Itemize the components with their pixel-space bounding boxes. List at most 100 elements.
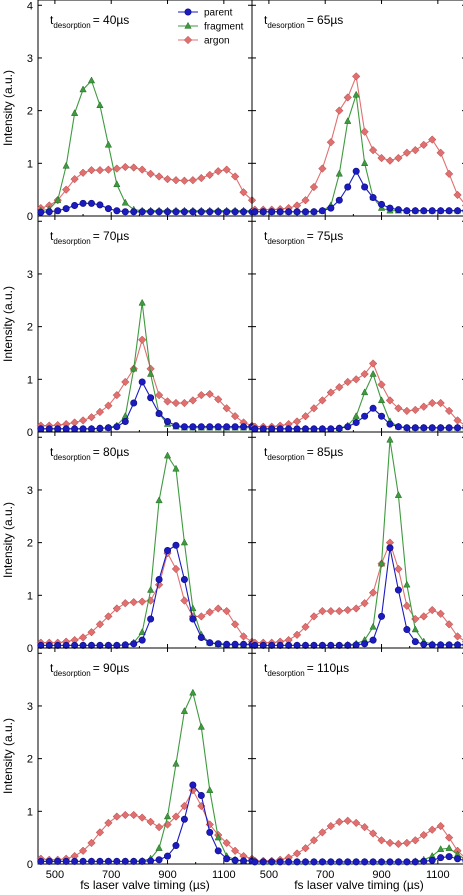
y-tick-label: 0 (27, 427, 33, 439)
y-tick-label: 2 (27, 754, 33, 766)
data-point-parent (197, 792, 205, 800)
data-point-parent (361, 183, 369, 191)
data-point-argon (385, 396, 395, 405)
data-point-parent (251, 858, 259, 866)
data-point-argon (230, 620, 240, 629)
data-point-fragment (394, 491, 403, 498)
data-point-argon (436, 148, 445, 157)
data-point-argon (368, 829, 378, 838)
data-point-argon (104, 612, 113, 621)
x-tick-label: 900 (372, 869, 390, 881)
data-point-parent (214, 847, 222, 855)
data-point-parent (335, 424, 343, 432)
data-point-parent (318, 425, 326, 433)
data-point-parent (155, 410, 163, 418)
y-axis-label: Intensity (a.u.) (1, 718, 15, 794)
data-point-argon (171, 812, 181, 821)
data-point-parent (386, 420, 394, 428)
legend: parent fragment argon (178, 8, 244, 47)
data-point-parent (130, 399, 138, 407)
data-point-fragment (138, 628, 146, 635)
data-point-parent (79, 425, 87, 433)
data-point-parent (268, 641, 276, 649)
data-point-argon (419, 612, 428, 621)
data-point-argon (222, 404, 231, 413)
data-point-parent (206, 639, 214, 647)
data-point-parent (420, 207, 428, 215)
data-point-argon (104, 401, 113, 410)
data-point-parent (428, 424, 436, 432)
data-point-parent (344, 183, 352, 191)
data-point-parent (62, 205, 70, 213)
data-point-fragment (197, 722, 205, 730)
data-point-argon (146, 169, 155, 179)
data-point-parent (180, 208, 188, 216)
panel-frame (251, 215, 463, 433)
data-point-parent (240, 423, 248, 431)
x-tick-label: 500 (260, 869, 278, 881)
data-point-parent (37, 425, 45, 433)
data-point-fragment (411, 625, 419, 633)
data-point-parent (394, 206, 402, 214)
data-point-argon (239, 188, 248, 197)
data-point-parent (54, 641, 62, 649)
data-point-fragment (87, 76, 96, 84)
data-point-parent (121, 208, 129, 216)
x-tick-label: 500 (46, 869, 64, 881)
panel-annotation: tdesorption = 90µs (50, 661, 129, 678)
y-tick-label: 2 (27, 106, 33, 118)
data-point-parent (437, 207, 445, 215)
data-point-fragment (147, 369, 155, 377)
data-point-parent (301, 208, 309, 216)
data-point-argon (121, 599, 130, 608)
data-point-parent (206, 423, 214, 431)
data-point-parent (180, 576, 188, 584)
data-point-argon (402, 406, 412, 416)
panel-8: 500 700 900 1100 tdesorption = 110µs (250, 647, 463, 881)
data-point-parent (155, 856, 163, 864)
data-point-parent (369, 636, 377, 644)
panel-annotation: tdesorption = 80µs (50, 445, 129, 462)
data-point-parent (420, 424, 428, 432)
data-point-argon (318, 828, 327, 837)
data-point-parent (318, 641, 326, 649)
data-point-parent (197, 208, 205, 216)
data-point-argon (301, 196, 310, 205)
data-point-parent (231, 423, 239, 431)
y-tick-label: 3 (27, 269, 33, 281)
data-point-parent (113, 641, 121, 649)
data-point-parent (62, 641, 70, 649)
data-point-argon (436, 609, 445, 618)
data-point-argon (419, 140, 428, 150)
data-point-parent (96, 857, 104, 865)
data-point-argon (78, 168, 88, 177)
data-point-fragment (377, 559, 386, 567)
data-point-argon (428, 605, 437, 615)
data-point-argon (352, 818, 361, 828)
data-point-parent (104, 641, 112, 649)
data-point-parent (138, 857, 146, 865)
data-point-argon (222, 165, 231, 174)
data-point-argon (112, 164, 121, 173)
data-point-parent (197, 423, 205, 431)
data-point-fragment (335, 169, 343, 177)
legend-marker-fragment (184, 21, 192, 29)
data-point-argon (301, 622, 310, 632)
data-point-fragment (180, 707, 189, 714)
data-point-argon (230, 172, 240, 181)
data-point-parent (214, 640, 222, 648)
data-point-parent (180, 423, 188, 431)
data-point-argon (104, 818, 113, 828)
legend-marker-argon (183, 35, 193, 45)
data-point-argon (138, 813, 147, 822)
data-point-argon (360, 599, 369, 608)
data-point-parent (293, 208, 301, 216)
data-point-argon (394, 564, 403, 574)
data-point-parent (197, 633, 205, 641)
data-point-parent (54, 857, 62, 865)
data-point-argon (326, 138, 335, 147)
data-point-argon (62, 185, 71, 194)
data-point-argon (239, 632, 248, 641)
data-point-argon (214, 167, 223, 176)
data-point-parent (437, 641, 445, 649)
